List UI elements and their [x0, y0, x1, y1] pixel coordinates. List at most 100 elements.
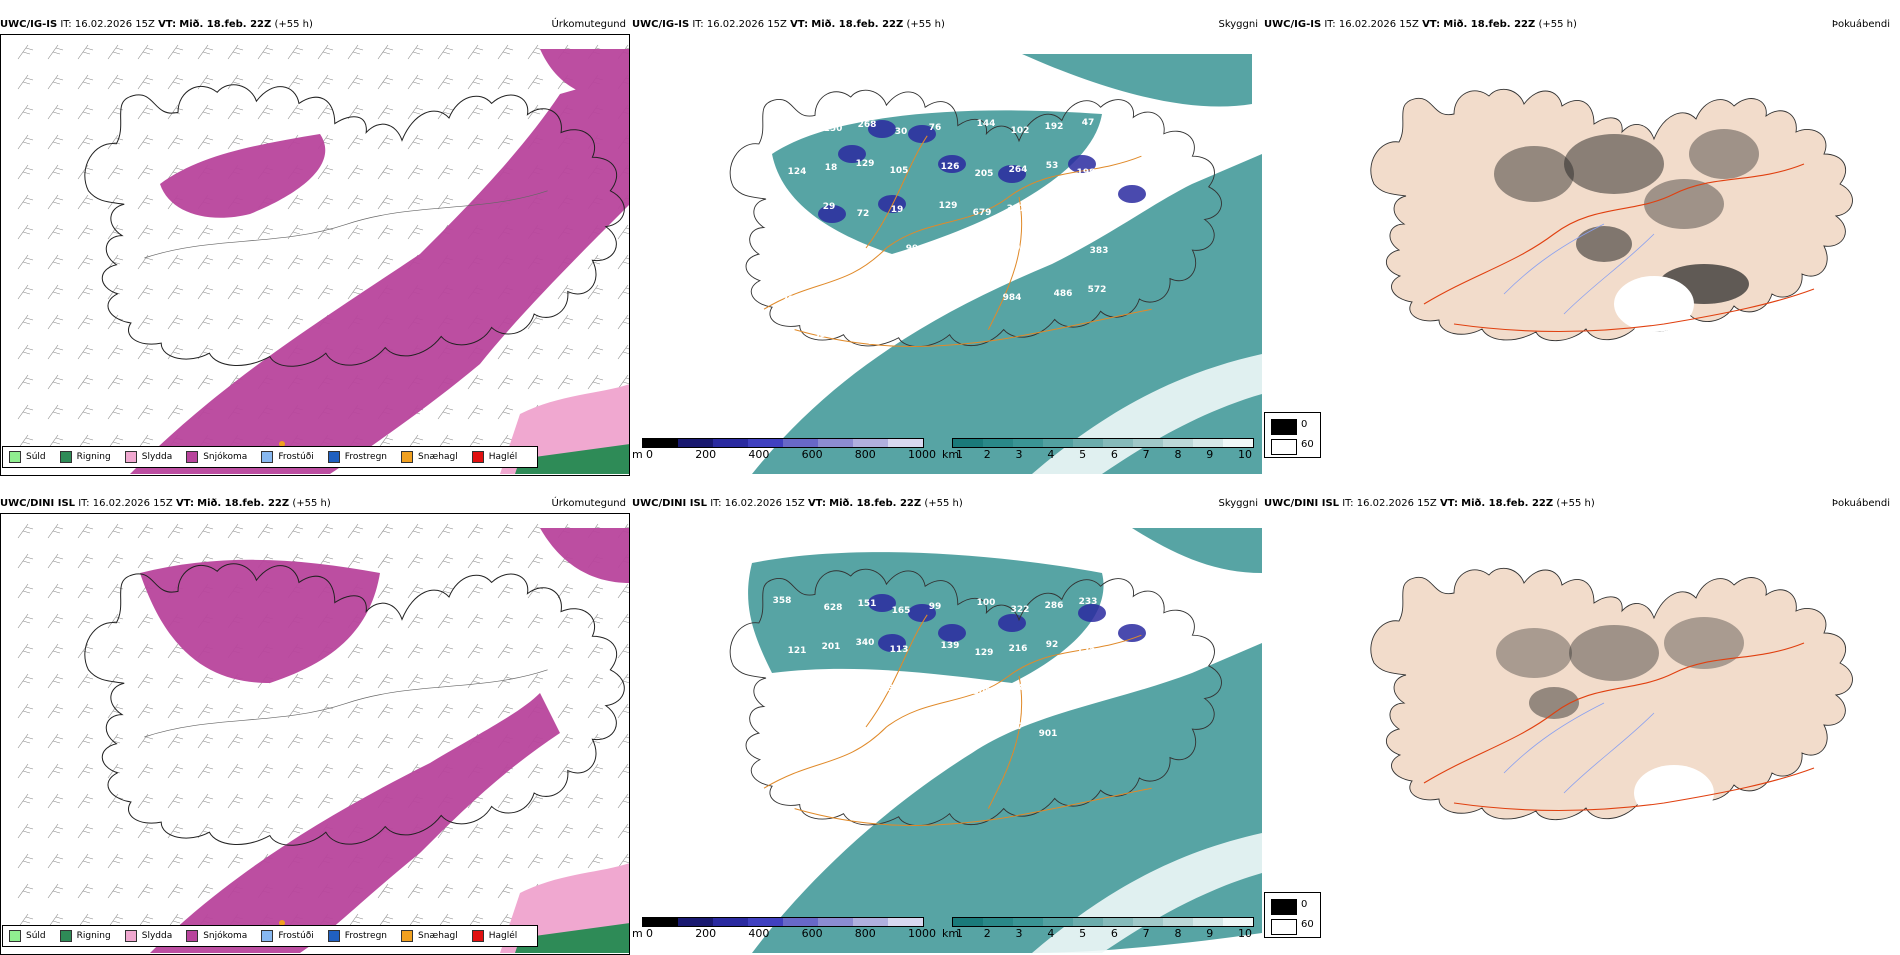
- lead-time: (+55 h): [292, 498, 331, 509]
- panel-title: Þokuábendi: [1831, 19, 1890, 30]
- colorbar-tick: 3: [1015, 927, 1023, 940]
- precip-type-map: [17, 44, 630, 474]
- panel-fog-row1: UWC/IG-IS IT: 16.02.2026 15Z VT: Mið. 18…: [1264, 16, 1894, 476]
- it-label: IT:: [1324, 19, 1336, 30]
- model-name: UWC/DINI ISL: [0, 498, 76, 509]
- legend-label: Frostregn: [344, 452, 388, 462]
- colorbar-swatch: [713, 918, 748, 926]
- legend-swatch: [124, 451, 137, 463]
- colorbar-unit: km: [942, 927, 960, 940]
- lead-time: (+55 h): [924, 498, 963, 509]
- cloud-base-label: 317: [1007, 204, 1026, 214]
- colorbar-swatch: [953, 918, 983, 926]
- colorbar-swatch: [1163, 439, 1193, 447]
- colorbar-tick: 1: [956, 448, 963, 461]
- cloud-base-label: 95: [823, 681, 836, 691]
- legend-item: Frostregn: [327, 451, 388, 463]
- colorbar-tick: 8: [1174, 448, 1182, 461]
- legend-item: Snjókoma: [186, 451, 247, 463]
- legend-swatch: [9, 930, 21, 942]
- legend-item: Snæhagl: [401, 930, 458, 942]
- legend-label: Rigning: [76, 452, 111, 462]
- cloud-base-label: 486: [1054, 289, 1073, 299]
- lead-time: (+55 h): [1538, 19, 1577, 30]
- cloud-base-label: 75: [974, 247, 987, 257]
- colorbar-unit: m: [632, 927, 643, 940]
- cloud-base-label: 299: [1092, 207, 1111, 217]
- colorbar-swatch: [1043, 918, 1073, 926]
- colorbar-tick: 9: [1206, 927, 1214, 940]
- colorbar-tick: 9: [1206, 448, 1214, 461]
- model-name: UWC/IG-IS: [1264, 19, 1322, 30]
- vt-label: VT:: [807, 498, 826, 509]
- cloud-base-label: 16: [1044, 690, 1057, 700]
- cloud-base-label: 121: [788, 646, 807, 656]
- vt-value: Mið. 18.feb. 22Z: [811, 19, 904, 30]
- lead-time: (+55 h): [274, 19, 313, 30]
- cloud-base-label: 126: [941, 162, 960, 172]
- cloud-base-label: 72: [857, 209, 870, 219]
- fog-legend-label: 60: [1301, 439, 1314, 450]
- vt-label: VT:: [158, 19, 177, 30]
- cloud-base-label: 358: [773, 596, 792, 606]
- legend-swatch: [261, 930, 274, 942]
- colorbar-swatch: [853, 439, 888, 447]
- legend-item: Snæhagl: [401, 451, 458, 463]
- cloud-base-label: 316: [888, 684, 907, 694]
- panel-visibility-row1: UWC/IG-IS IT: 16.02.2026 15Z VT: Mið. 18…: [632, 16, 1262, 476]
- precip-type-legend: Súld Rigning Slydda Snjókoma Frostúði Frostre…: [2, 446, 539, 468]
- vt-label: VT:: [1439, 498, 1458, 509]
- cloud-base-label: 192: [1045, 122, 1064, 132]
- colorbar-tick: 10: [1238, 927, 1252, 940]
- cloud-base-label: 173: [1077, 647, 1096, 657]
- colorbar-swatch: [748, 918, 783, 926]
- colorbar-tick: 1000: [908, 927, 936, 940]
- it-value: 16.02.2026 15Z: [724, 498, 805, 509]
- legend-label: Rigning: [76, 931, 111, 941]
- legend-swatch: [401, 451, 414, 463]
- colorbar-swatch: [1223, 918, 1253, 926]
- legend-item: Súld: [9, 451, 46, 463]
- legend-swatch: [186, 451, 199, 463]
- cloud-base-label: 383: [1090, 246, 1109, 256]
- colorbar-tick: 800: [854, 448, 876, 461]
- colorbar-swatch: [953, 439, 983, 447]
- colorbar-swatch: [983, 439, 1013, 447]
- cloud-base-label: 29: [823, 202, 836, 212]
- cloud-base-label: 129: [856, 159, 875, 169]
- colorbar-tick: 7: [1142, 927, 1150, 940]
- cloud-base-label: 984: [1003, 293, 1022, 303]
- colorbar-tick: 0: [646, 927, 653, 940]
- colorbar-swatch: [1163, 918, 1193, 926]
- colorbar-swatch: [853, 918, 888, 926]
- cloud-base-label: 898: [1007, 683, 1026, 693]
- it-label: IT:: [60, 19, 72, 30]
- colorbar-swatch: [983, 918, 1013, 926]
- vt-label: VT:: [1422, 19, 1441, 30]
- colorbar-tick: 1000: [908, 448, 936, 461]
- it-label: IT:: [1342, 498, 1354, 509]
- panel-title: Úrkomutegund: [551, 19, 626, 30]
- colorbar-swatch: [888, 918, 923, 926]
- fog-legend-label: 60: [1301, 919, 1314, 930]
- colorbar-tick: 400: [748, 448, 770, 461]
- lead-time: (+55 h): [1556, 498, 1595, 509]
- cloud-base-label: 56: [1095, 686, 1108, 696]
- legend-item: Súld: [9, 930, 46, 942]
- colorbar-tick: 10: [1238, 448, 1252, 461]
- legend-label: Frostregn: [344, 931, 388, 941]
- cloud-base-label: 151: [858, 599, 877, 609]
- legend-item: Slydda: [124, 451, 172, 463]
- legend-label: Súld: [26, 931, 46, 941]
- cloud-base-label: 18: [825, 163, 838, 173]
- legend-label: Snæhagl: [418, 452, 458, 462]
- visibility-colorbar: km 1 2 3 4 5 6 7 8 9 10: [942, 917, 1262, 941]
- it-value: 16.02.2026 15Z: [74, 19, 155, 30]
- legend-swatch: [186, 930, 199, 942]
- cloud-base-label: 216: [1009, 644, 1028, 654]
- cloud-base-colorbar: m 0 200 400 600 800 1000: [632, 917, 936, 941]
- colorbar-tick: 0: [646, 448, 653, 461]
- colorbar-tick: 800: [854, 927, 876, 940]
- colorbar-swatch: [1193, 439, 1223, 447]
- cloud-base-label: 144: [977, 119, 996, 129]
